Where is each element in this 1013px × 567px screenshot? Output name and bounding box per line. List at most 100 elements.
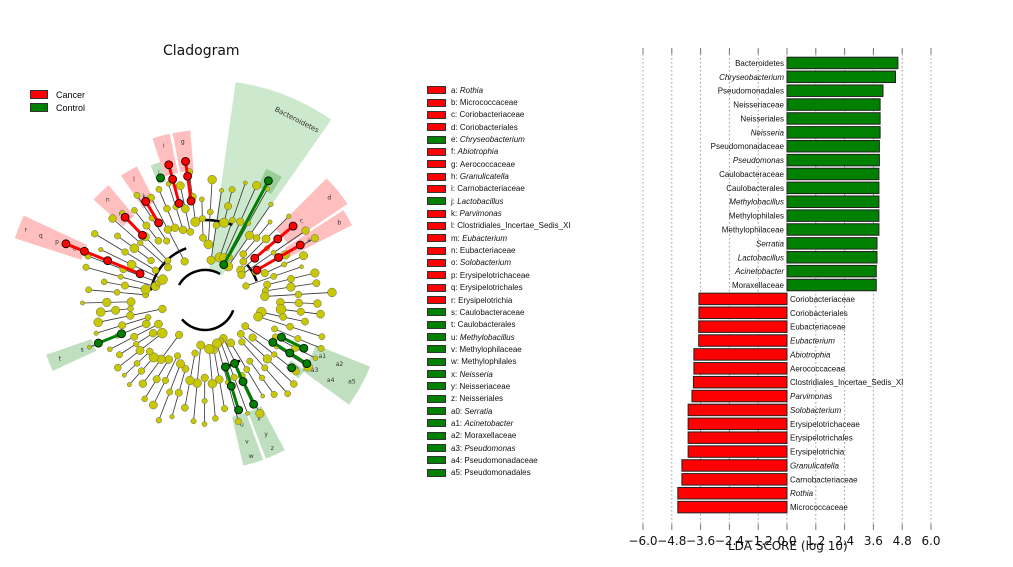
tree-node (95, 307, 106, 317)
tree-node (93, 317, 103, 327)
bar-label: Chryseobacterium (719, 73, 784, 82)
tree-node (148, 329, 158, 338)
tree-node (261, 364, 269, 372)
tree-node (185, 375, 195, 386)
clade-key-swatch (427, 221, 446, 230)
bar-label: Coriobacteriaceae (790, 295, 855, 304)
bar (786, 126, 881, 139)
bar (786, 264, 877, 278)
clade-letter: a2 (336, 361, 344, 368)
clade-letter: b (337, 220, 341, 227)
clade-key-letter: t: (451, 320, 458, 330)
bar-label: Aerococcaceae (790, 364, 846, 373)
clade-key-name: Carnobacteriaceae (457, 184, 525, 194)
clade-key-letter: y: (451, 381, 460, 391)
bar (698, 320, 788, 333)
clade-key-letter: g: (451, 159, 460, 169)
tree-node (318, 333, 326, 340)
x-tick-label: −1.2 (744, 534, 773, 548)
tree-node (164, 257, 172, 265)
bar (786, 237, 878, 250)
tree-node (246, 357, 254, 365)
clade-key-name: Caulobacteraceae (459, 307, 525, 317)
tree-node (106, 346, 113, 353)
bar (698, 334, 788, 347)
clade-key-letter: n: (451, 246, 460, 256)
clade-key-name: Caulobacterales (457, 320, 516, 330)
tree-node (239, 250, 248, 258)
group-legend: Cancer Control (30, 88, 85, 114)
clade-key-letter: v: (451, 344, 460, 354)
tree-node (212, 415, 219, 422)
clade-key-name: Eubacteriaceae (459, 246, 516, 256)
clade-key-item: l: Clostridiales_Incertae_Sedis_XI (427, 220, 571, 232)
clade-key-item: g: Aerococcaceae (427, 158, 571, 170)
tree-node (152, 375, 161, 384)
legend-label: Cancer (56, 89, 86, 100)
tree-node (207, 379, 217, 389)
tree-node (206, 255, 216, 265)
bar-label: Methylophilales (729, 212, 784, 221)
clade-letter: t (59, 356, 62, 363)
tree-node (170, 223, 180, 232)
tree-node (260, 393, 266, 399)
clade-key-item: a5: Pseudomonadales (427, 467, 571, 479)
clade-key-swatch (427, 382, 446, 391)
clade-key-swatch (427, 308, 446, 317)
bar (687, 403, 788, 417)
clade-key-letter: o: (451, 258, 460, 268)
tree-node (312, 355, 319, 361)
clade-key-name: Neisseriales (459, 394, 504, 404)
tree-node (252, 234, 261, 242)
tree-node (108, 214, 117, 223)
clade-key-letter: p: (451, 270, 460, 280)
clade-key-item: v: Methylophilaceae (427, 343, 571, 355)
tree-node (294, 298, 304, 308)
clade-key-letter: d: (451, 122, 460, 132)
clade-highlight (121, 166, 146, 193)
bar-label: Erysipelotrichia (790, 448, 845, 457)
tree-node (310, 234, 319, 243)
cancer-node (186, 196, 196, 206)
clade-key-swatch (427, 283, 446, 292)
tree-node (137, 367, 146, 375)
highlighted-branch (253, 237, 279, 260)
clade-key-letter: z: (451, 394, 460, 404)
bar-label: Micrococcaceae (790, 503, 848, 512)
tree-node (260, 291, 270, 302)
tree-node (242, 282, 250, 290)
cladogram-title: Cladogram (163, 43, 240, 59)
tree-node (118, 321, 127, 330)
tree-node (82, 263, 90, 271)
x-tick-label: −3.6 (686, 534, 715, 548)
x-tick-label: −6.0 (628, 534, 657, 548)
bar-label: Pseudomonadales (718, 87, 784, 96)
clade-key-legend: a: Rothia b: Micrococcaceae c: Coriobacter… (427, 84, 571, 479)
tree-node (236, 217, 245, 226)
clade-key-letter: q: (451, 283, 460, 293)
tree-node (310, 268, 320, 278)
tree-node (242, 180, 248, 186)
clade-key-name: Micrococcaceae (459, 98, 518, 108)
tree-node (287, 275, 295, 283)
tree-arc (181, 309, 235, 332)
clade-key-item: q: Erysipelotrichales (427, 282, 571, 294)
tree-node (91, 230, 99, 238)
clade-letter: y (264, 431, 268, 438)
control-node (219, 260, 229, 270)
clade-highlight (332, 359, 371, 405)
bar-label: Serratia (756, 239, 785, 248)
tree-node (137, 239, 144, 247)
bar-label: Pseudomonas (733, 156, 784, 165)
tree-node (196, 340, 206, 350)
tree-node (248, 333, 257, 342)
bar (681, 459, 788, 472)
cancer-node (288, 221, 298, 231)
tree-node (175, 330, 184, 339)
tree-node (186, 228, 195, 236)
tree-node (151, 266, 160, 274)
bar-label: Carnobacteriaceae (790, 475, 858, 484)
tree-node (262, 354, 272, 364)
clade-letter: c (300, 217, 303, 224)
